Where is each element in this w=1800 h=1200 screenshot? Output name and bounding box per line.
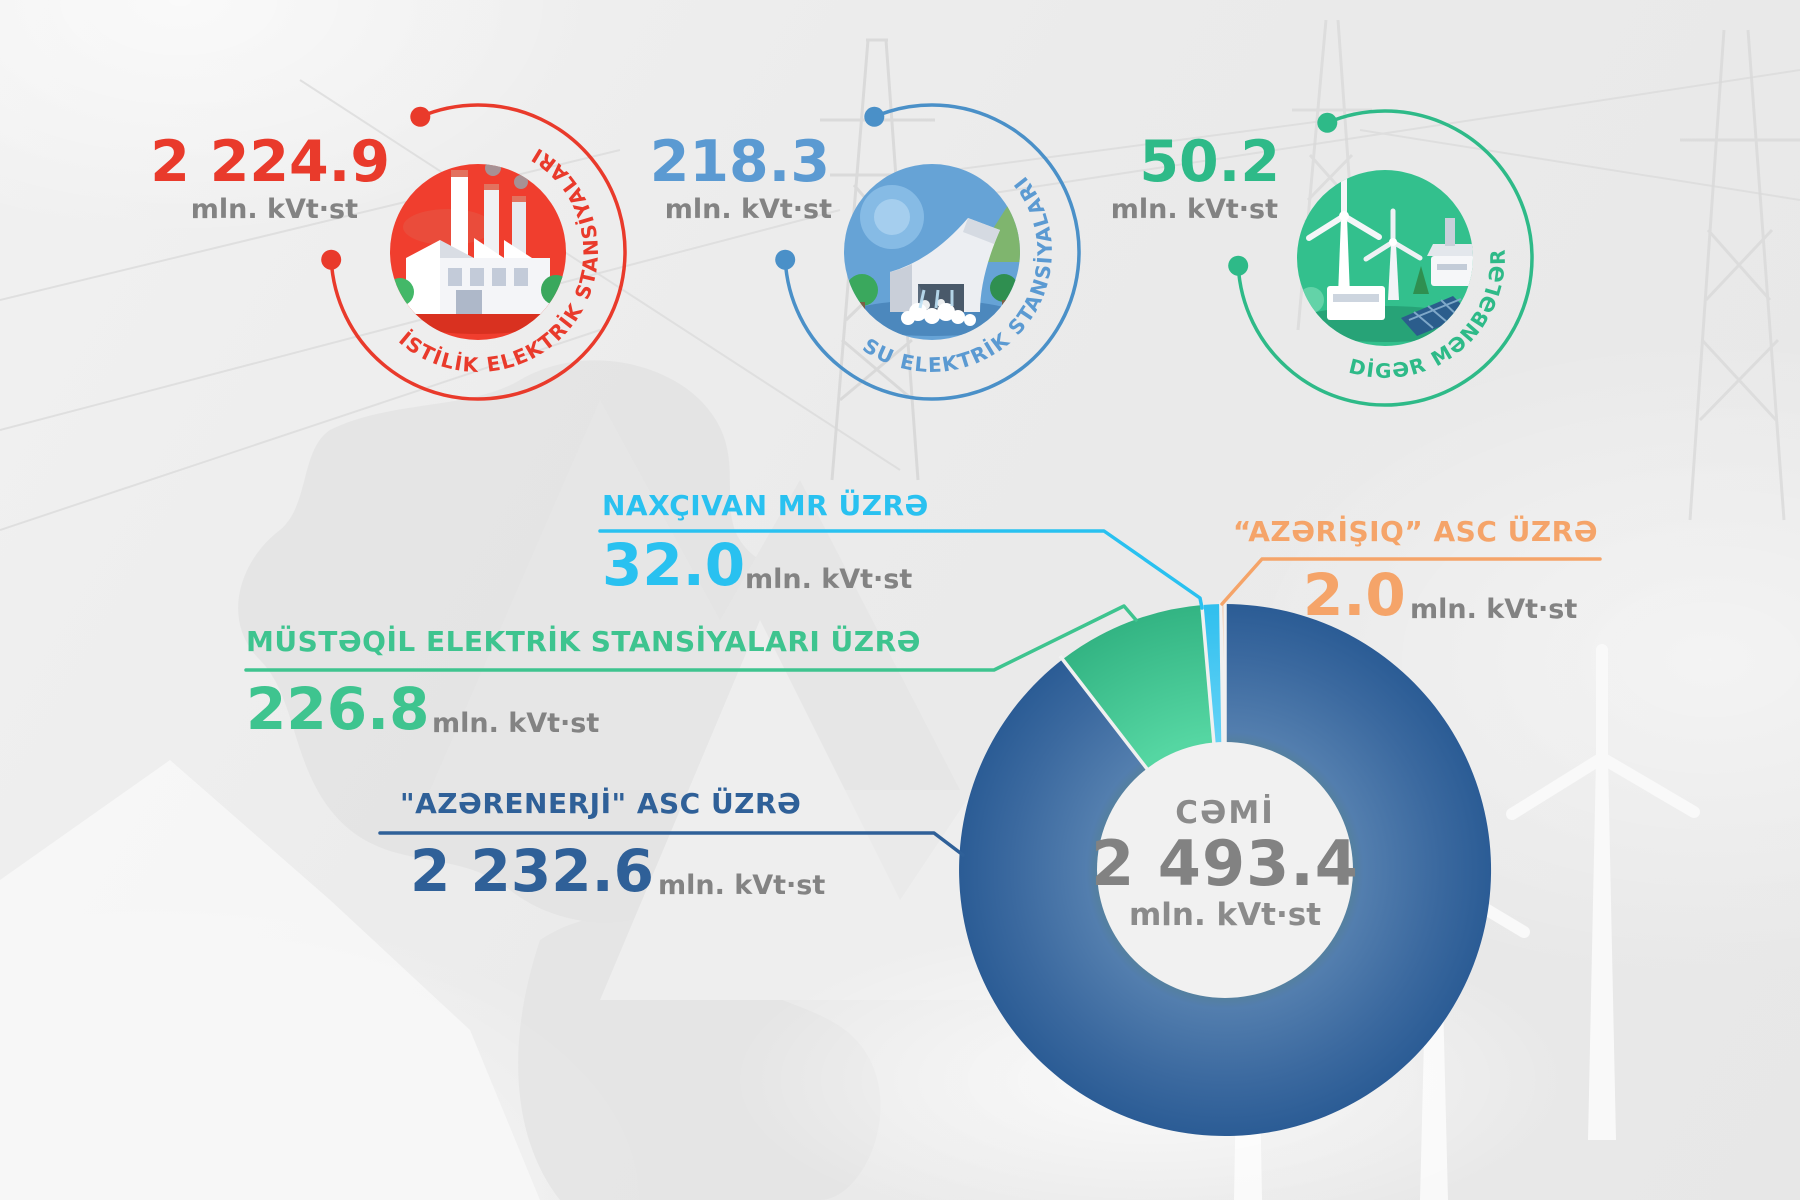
arc-dot bbox=[775, 249, 796, 270]
badge-arc bbox=[329, 103, 627, 401]
leader-mustaqil bbox=[244, 604, 1138, 672]
thermal-value: 2 224.9 bbox=[150, 129, 390, 195]
arc-dot bbox=[321, 249, 342, 270]
donut-hole bbox=[1097, 742, 1353, 998]
hydro-badge: SU ELEKTRİK STANSİYALARI bbox=[775, 103, 1081, 401]
mustaqil-unit: mln. kVt·st bbox=[432, 708, 600, 739]
thermal-badge: İSTİLİK ELEKTRİK STANSİYALARI bbox=[321, 103, 627, 401]
thermal-plant-icon bbox=[390, 164, 566, 334]
leader-azerisiq bbox=[1220, 557, 1602, 606]
azerenerji-label: "AZƏRENERJİ" ASC ÜZRƏ bbox=[400, 787, 802, 820]
other-unit: mln. kVt·st bbox=[1110, 194, 1278, 225]
leader-lines bbox=[244, 529, 1602, 857]
donut-total-value: 2 493.4 bbox=[1091, 827, 1359, 900]
naxcivan-value: 32.0 bbox=[602, 531, 746, 599]
azerisiq-label: “AZƏRİŞIQ” ASC ÜZRƏ bbox=[1232, 515, 1598, 548]
badge-arc bbox=[783, 103, 1081, 401]
azerenerji-value: 2 232.6 bbox=[410, 837, 655, 905]
azerenerji-unit: mln. kVt·st bbox=[658, 870, 826, 901]
azerisiq-unit: mln. kVt·st bbox=[1410, 594, 1578, 625]
mustaqil-value: 226.8 bbox=[246, 675, 430, 743]
azerisiq-value: 2.0 bbox=[1303, 561, 1406, 629]
pylon-icon-far-right bbox=[1680, 29, 1800, 521]
arc-dot bbox=[410, 106, 431, 127]
naxcivan-unit: mln. kVt·st bbox=[745, 564, 913, 595]
arc-dot bbox=[1317, 112, 1338, 133]
leader-naxcivan bbox=[598, 529, 1204, 610]
hydro-unit: mln. kVt·st bbox=[664, 194, 832, 225]
hydro-value: 218.3 bbox=[649, 129, 830, 195]
thermal-unit: mln. kVt·st bbox=[190, 194, 358, 225]
renewables-badge: DİGƏR MƏNBƏLƏR bbox=[1228, 109, 1534, 407]
arc-dot bbox=[1228, 255, 1249, 276]
mountain-watermark-2 bbox=[600, 620, 1080, 1000]
renewables-icon bbox=[1297, 170, 1473, 342]
donut-total-unit: mln. kVt·st bbox=[1128, 897, 1322, 934]
other-value: 50.2 bbox=[1139, 129, 1280, 195]
arc-dot bbox=[864, 106, 885, 127]
leader-azerenerji bbox=[378, 831, 965, 857]
naxcivan-label: NAXÇIVAN MR ÜZRƏ bbox=[602, 489, 929, 522]
badge-arc bbox=[1236, 109, 1534, 407]
mountain-watermark bbox=[430, 400, 960, 790]
donut-center-label: CƏMİ bbox=[1175, 795, 1275, 831]
snow-slope-watermark bbox=[0, 760, 540, 1200]
donut-center: CƏMİ 2 493.4 mln. kVt·st bbox=[1065, 798, 1385, 934]
mustaqil-label: MÜSTƏQİL ELEKTRİK STANSİYALARI ÜZRƏ bbox=[246, 625, 921, 658]
